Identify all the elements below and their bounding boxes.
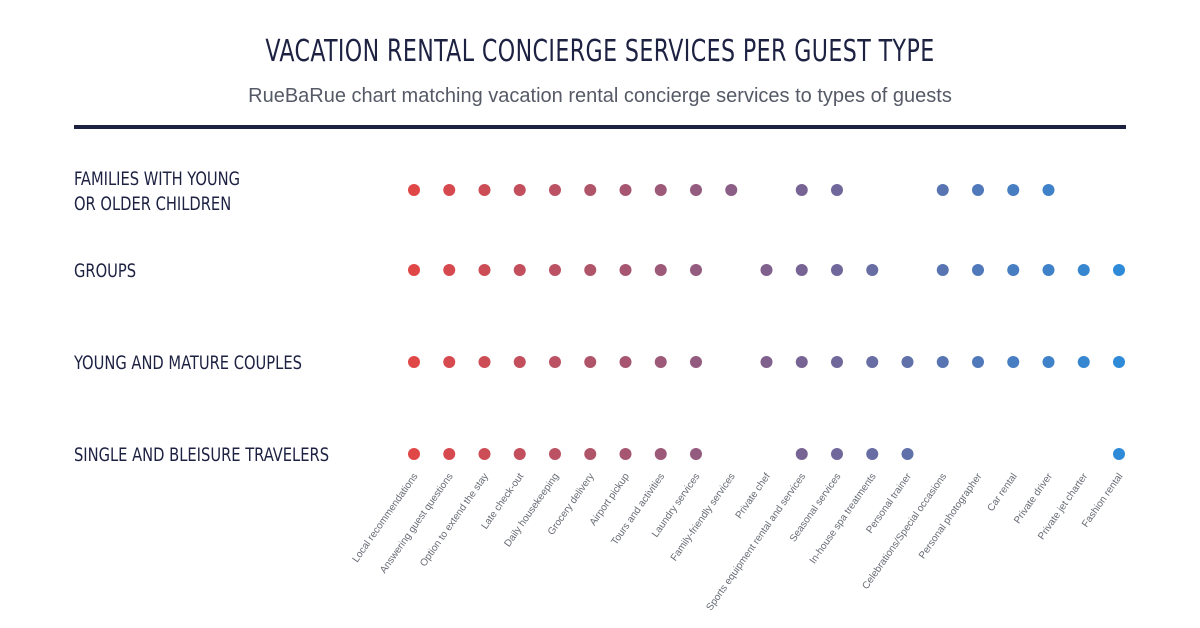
dot <box>1042 184 1055 196</box>
dot <box>901 448 914 460</box>
dot <box>654 356 667 368</box>
dot <box>1077 264 1090 276</box>
category-label: Answering guest questions <box>378 471 456 575</box>
category-label: Car rental <box>986 471 1020 513</box>
dot <box>584 184 597 196</box>
dot <box>1113 356 1125 368</box>
dot <box>760 356 773 368</box>
dot <box>972 184 984 196</box>
dot <box>408 264 420 276</box>
dot <box>690 264 702 276</box>
category-label: Private chef <box>734 471 773 521</box>
dot <box>795 448 808 460</box>
dot <box>1077 356 1090 368</box>
dot <box>936 356 949 368</box>
category-label: In-house spa treatments <box>808 471 879 566</box>
dot <box>725 184 738 196</box>
dot <box>549 264 561 276</box>
dot <box>478 184 491 196</box>
dot <box>690 448 702 460</box>
dot <box>690 356 702 368</box>
dot <box>408 184 420 196</box>
dot <box>936 184 949 196</box>
dot <box>1007 184 1020 196</box>
dot <box>478 264 491 276</box>
row-label: FAMILIES WITH YOUNG OR OLDER CHILDREN <box>74 169 240 215</box>
category-label: Personal photographer <box>917 471 985 561</box>
category-label: Family-friendly services <box>669 471 738 563</box>
dot <box>584 264 597 276</box>
dot <box>408 448 420 460</box>
row-label: YOUNG AND MATURE COUPLES <box>73 353 302 374</box>
chart-subtitle: RueBaRue chart matching vacation rental … <box>248 85 952 107</box>
dot <box>831 448 843 460</box>
dot <box>549 184 561 196</box>
dot <box>1042 264 1055 276</box>
dot <box>478 448 491 460</box>
dot <box>760 264 773 276</box>
dot <box>654 264 667 276</box>
dot <box>443 448 456 460</box>
dot <box>866 356 879 368</box>
category-label: Local recommendations <box>351 471 421 564</box>
dot <box>619 264 632 276</box>
dot <box>654 448 667 460</box>
row-label: SINGLE AND BLEISURE TRAVELERS <box>74 445 329 466</box>
category-label: Option to extend the stay <box>418 471 491 568</box>
dot <box>408 356 420 368</box>
dot <box>831 356 843 368</box>
row-label: GROUPS <box>74 261 136 282</box>
dot <box>549 448 561 460</box>
dot <box>619 356 632 368</box>
dot <box>443 184 456 196</box>
dot <box>972 264 984 276</box>
dot <box>584 356 597 368</box>
dot <box>866 448 879 460</box>
dot <box>831 184 843 196</box>
dot <box>549 356 561 368</box>
dot <box>654 184 667 196</box>
dot <box>478 356 491 368</box>
chart-title: VACATION RENTAL CONCIERGE SERVICES PER G… <box>265 34 935 69</box>
dot <box>901 356 914 368</box>
dot <box>1042 356 1055 368</box>
title-divider <box>74 125 1126 129</box>
dot <box>619 184 632 196</box>
dot <box>866 264 879 276</box>
dot <box>619 448 632 460</box>
dot <box>795 184 808 196</box>
dot <box>972 356 984 368</box>
dot <box>831 264 843 276</box>
dot <box>443 264 456 276</box>
dot <box>690 184 702 196</box>
dot <box>513 184 526 196</box>
dot <box>584 448 597 460</box>
dot <box>513 448 526 460</box>
dot <box>443 356 456 368</box>
dot <box>1007 356 1020 368</box>
dot <box>1113 448 1125 460</box>
dot <box>795 356 808 368</box>
dot <box>513 356 526 368</box>
dot <box>513 264 526 276</box>
dot <box>795 264 808 276</box>
dot <box>936 264 949 276</box>
dot <box>1007 264 1020 276</box>
dot <box>1113 264 1125 276</box>
